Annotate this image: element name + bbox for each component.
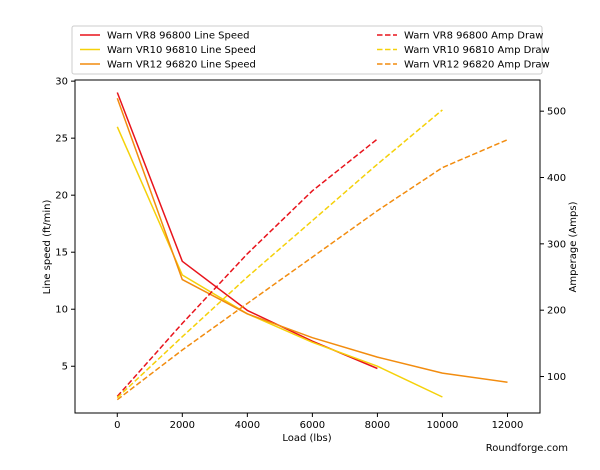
legend-box xyxy=(71,25,543,75)
legend: Warn VR8 96800 Line Speed Warn VR10 96810… xyxy=(71,25,550,75)
y-right-tick-label: 100 xyxy=(547,372,566,383)
x-tick-label: 12000 xyxy=(492,420,524,431)
y-left-tick-label: 25 xyxy=(55,134,68,145)
y-right-tick-label: 300 xyxy=(547,239,566,250)
legend-label: Warn VR8 96800 Amp Draw xyxy=(404,31,543,42)
series-line-warn-vr8-96800-amp-draw xyxy=(116,138,378,397)
y-left-tick-label: 5 xyxy=(62,362,68,373)
series-line-warn-vr8-96800-line-speed xyxy=(116,92,378,370)
legend-label: Warn VR12 96820 Line Speed xyxy=(107,60,256,71)
plot-area-border xyxy=(74,79,541,414)
y-right-tick-label: 200 xyxy=(547,306,566,317)
series-line-warn-vr12-96820-line-speed xyxy=(116,97,508,383)
watermark-text: Roundforge.com xyxy=(486,443,568,454)
x-tick-label: 2000 xyxy=(170,420,195,431)
x-tick-label: 0 xyxy=(114,420,120,431)
y-left-tick-label: 30 xyxy=(55,77,68,88)
y-left-tick-label: 15 xyxy=(55,248,68,259)
chart-marks: 0 2000 4000 6000 8000 10000 12000 5 10 15 20 25 30 10… xyxy=(55,77,566,431)
series-line-warn-vr12-96820-amp-draw xyxy=(116,139,508,401)
x-tick-label: 6000 xyxy=(300,420,325,431)
series-line-warn-vr10-96810-amp-draw xyxy=(116,109,443,399)
legend-label: Warn VR10 96810 Amp Draw xyxy=(404,45,550,56)
legend-label: Warn VR10 96810 Line Speed xyxy=(107,45,256,56)
x-axis-label: Load (lbs) xyxy=(282,433,331,444)
x-tick-label: 4000 xyxy=(235,420,260,431)
legend-label: Warn VR12 96820 Amp Draw xyxy=(404,60,550,71)
series-line-warn-vr10-96810-line-speed xyxy=(116,126,443,398)
y-right-tick-label: 500 xyxy=(547,107,566,118)
x-tick-label: 10000 xyxy=(427,420,459,431)
legend-label: Warn VR8 96800 Line Speed xyxy=(107,31,250,42)
y-left-tick-label: 10 xyxy=(55,305,68,316)
y-left-tick-label: 20 xyxy=(55,191,68,202)
y-axis-right-label: Amperage (Amps) xyxy=(568,201,579,292)
y-right-tick-label: 400 xyxy=(547,173,566,184)
y-axis-left-label: Line speed (ft/min) xyxy=(42,200,53,295)
x-tick-label: 8000 xyxy=(365,420,390,431)
